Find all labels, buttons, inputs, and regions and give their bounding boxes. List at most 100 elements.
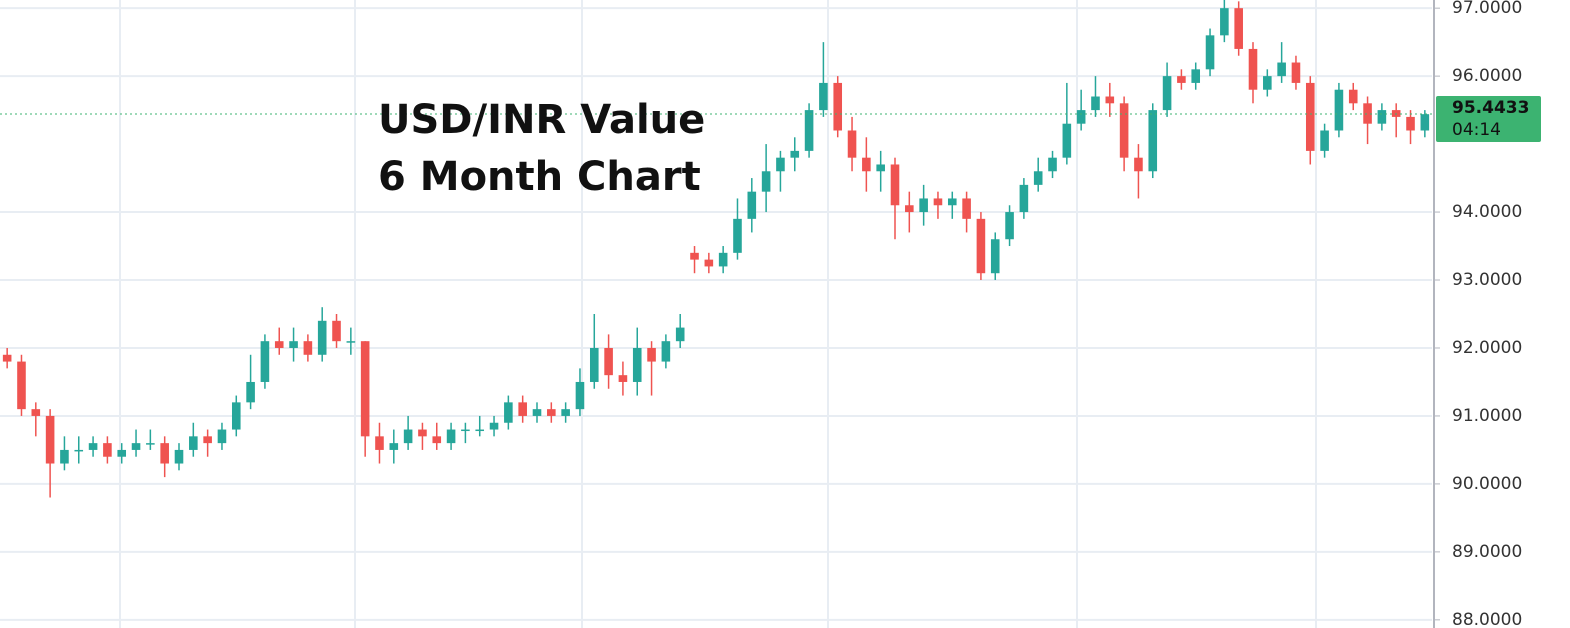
candle-body — [733, 218, 742, 253]
chart-subtitle: 6 Month Chart — [378, 154, 701, 200]
candle-body — [174, 449, 184, 464]
candle-body — [933, 198, 943, 206]
candle-body — [260, 341, 270, 382]
candle-body — [604, 347, 613, 376]
y-tick-label: 91.0000 — [1452, 406, 1522, 426]
candle-body — [103, 443, 112, 457]
candle-body — [1091, 96, 1100, 111]
candle-body — [575, 381, 585, 410]
candle-body — [962, 198, 971, 219]
candle-body — [1277, 62, 1286, 77]
last-price-box — [1436, 95, 1541, 142]
candle-body — [1033, 171, 1043, 185]
candle-body — [1348, 89, 1358, 104]
candle-body — [1177, 76, 1186, 83]
candle-body — [704, 259, 714, 267]
candle-body — [1062, 123, 1072, 158]
candle-body — [432, 436, 442, 444]
candle-body — [947, 198, 957, 206]
candle-body — [747, 191, 757, 219]
y-tick-label: 92.0000 — [1452, 338, 1522, 358]
candle-body — [618, 375, 628, 382]
candle-body — [231, 402, 241, 430]
candle-body — [1234, 8, 1243, 49]
candle-body — [160, 443, 169, 464]
y-tick-label: 94.0000 — [1452, 202, 1522, 222]
candle-body — [17, 361, 26, 410]
y-tick-label: 93.0000 — [1452, 270, 1522, 290]
candle-body — [1263, 76, 1272, 90]
candle-body — [1248, 48, 1258, 90]
candle-body — [1005, 212, 1014, 240]
candle-body — [1134, 157, 1143, 172]
candle-body — [461, 429, 470, 432]
candle-body — [74, 449, 84, 452]
candle-body — [1119, 103, 1129, 158]
candle-body — [990, 239, 1000, 274]
candle-body — [833, 82, 843, 131]
y-tick-label: 96.0000 — [1452, 66, 1522, 86]
candle-body — [1191, 69, 1201, 83]
candle-body — [518, 402, 527, 416]
candle-body — [718, 252, 728, 267]
candle-body — [890, 164, 900, 206]
candle-body — [919, 198, 928, 213]
candle-body — [632, 347, 642, 382]
candle-body — [1162, 76, 1172, 111]
candle-body — [661, 341, 671, 362]
candle-body — [761, 171, 771, 192]
candle-body — [303, 341, 313, 355]
candle-body — [876, 164, 885, 172]
candle-body — [1220, 8, 1229, 36]
candle-body — [547, 409, 556, 416]
y-tick-label: 88.0000 — [1452, 610, 1522, 628]
candle-body — [1305, 82, 1315, 151]
candle-body — [346, 341, 356, 343]
candle-body — [1363, 103, 1372, 124]
candle-body — [131, 443, 141, 450]
candle-body — [1377, 110, 1387, 124]
candle-body — [690, 252, 699, 260]
y-tick-label: 89.0000 — [1452, 542, 1522, 562]
candle-body — [1205, 35, 1215, 70]
y-tick-label: 97.0000 — [1452, 0, 1522, 18]
candle-body — [360, 341, 370, 437]
candle-body — [561, 409, 570, 416]
candle-body — [819, 82, 828, 111]
candle-body — [418, 429, 427, 437]
candle-body — [446, 429, 456, 444]
candle-body — [589, 347, 599, 382]
candle-body — [274, 341, 284, 348]
candle-body — [790, 150, 800, 158]
candle-body — [475, 429, 485, 432]
vertical-grid — [119, 0, 1317, 628]
candle-body — [862, 157, 871, 172]
candle-body — [217, 429, 227, 444]
candle-body — [31, 409, 41, 416]
candle-body — [804, 110, 814, 151]
candle-body — [1291, 62, 1301, 83]
candle-body — [317, 320, 327, 355]
candle-body — [489, 422, 499, 430]
candle-body — [203, 436, 212, 444]
countdown-label: 04:14 — [1452, 120, 1501, 140]
candle-body — [2, 354, 12, 362]
candle-body — [1019, 184, 1029, 213]
price-axis: 88.0000 89.0000 90.0000 91.0000 92.0000 93.00… — [1434, 0, 1541, 628]
candle-body — [1406, 116, 1415, 131]
candle-body — [1148, 110, 1158, 172]
candle-body — [246, 381, 255, 403]
candle-body — [389, 443, 399, 450]
y-tick-label: 90.0000 — [1452, 474, 1522, 494]
candle-body — [504, 402, 513, 423]
candle-body — [189, 436, 198, 450]
chart-title: USD/INR Value — [378, 97, 705, 143]
candle-body — [88, 443, 98, 450]
candle-body — [1048, 157, 1057, 172]
candle-body — [1334, 89, 1344, 131]
candle-body — [375, 436, 384, 450]
candle-body — [776, 157, 785, 172]
candle-body — [1320, 130, 1329, 151]
